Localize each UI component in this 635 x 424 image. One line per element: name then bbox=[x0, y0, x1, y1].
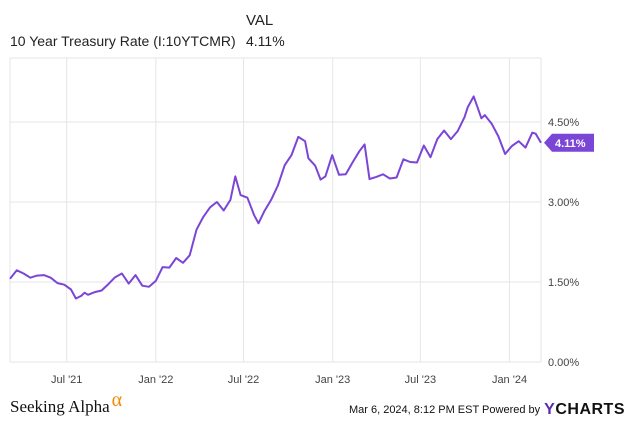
brand-name: Seeking Alpha bbox=[10, 397, 110, 416]
last-value-badge-shape bbox=[544, 133, 594, 152]
ycharts-logo: YCHARTS bbox=[544, 401, 625, 418]
last-value-label: 4.11% bbox=[555, 138, 586, 150]
line-chart: 0.00%1.50%3.00%4.50% Jul '21 Jan '22 Jul '… bbox=[9, 57, 594, 386]
last-value-badge: 4.11% bbox=[544, 133, 594, 152]
alpha-icon: α bbox=[111, 389, 123, 411]
x-tick-label: Jan '22 bbox=[138, 374, 173, 386]
footer-attribution: Mar 6, 2024, 8:12 PM EST Powered by YCHA… bbox=[349, 401, 625, 419]
grid bbox=[9, 57, 542, 363]
x-tick-label: Jan '23 bbox=[315, 374, 350, 386]
y-tick-label: 4.50% bbox=[548, 117, 579, 129]
x-tick-label: Jan '24 bbox=[492, 374, 527, 386]
y-axis-ticks: 0.00% 1.50% 3.00% 4.50% bbox=[548, 117, 579, 369]
y-tick-label: 0.00% bbox=[548, 357, 579, 369]
x-axis-ticks: Jul '21 Jan '22 Jul '22 Jan '23 Jul '23 Jan '… bbox=[51, 374, 527, 386]
series-line bbox=[9, 95, 542, 300]
x-tick-label: Jul '21 bbox=[51, 374, 82, 386]
y-tick-label: 3.00% bbox=[548, 197, 579, 209]
seeking-alpha-logo: Seeking Alpha α bbox=[10, 389, 122, 418]
legend-series-name: 10 Year Treasury Rate (I:10YTCMR) bbox=[10, 33, 236, 49]
x-tick-label: Jul '23 bbox=[405, 374, 436, 386]
x-tick-label: Jul '22 bbox=[228, 374, 259, 386]
legend-value-header: VAL bbox=[246, 12, 274, 29]
legend-series-value: 4.11% bbox=[246, 33, 285, 49]
y-tick-label: 1.50% bbox=[548, 277, 579, 289]
timestamp: Mar 6, 2024, 8:12 PM EST Powered by bbox=[348, 404, 541, 416]
legend: VAL 10 Year Treasury Rate (I:10YTCMR) 4.… bbox=[0, 0, 635, 50]
